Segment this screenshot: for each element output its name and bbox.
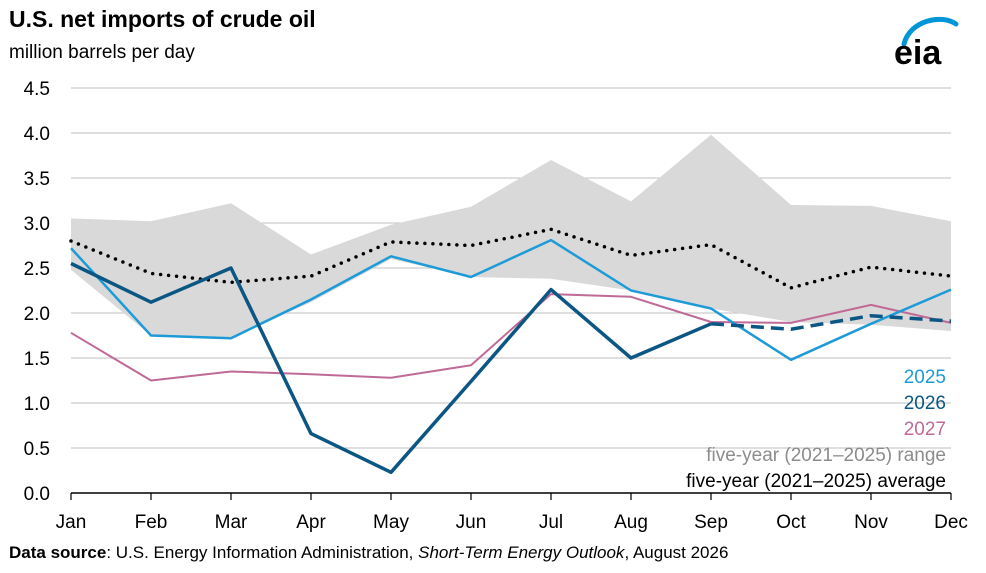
series-line-s2027: [70, 293, 952, 382]
x-tick-label: Jan: [56, 512, 87, 533]
eia-logo-icon: eia: [894, 16, 959, 70]
y-tick-label: 4.0: [24, 124, 50, 145]
x-tick-label: May: [373, 512, 409, 533]
legend-item-label: 2025: [904, 367, 946, 388]
x-tick-label: Dec: [934, 512, 968, 533]
eia-logo-swoosh: [901, 16, 959, 47]
source-label: Data source: [9, 543, 107, 562]
series-line-s2025: [70, 238, 952, 362]
source-publication: Short-Term Energy Outlook: [418, 543, 625, 562]
legend-item-label: 2027: [904, 419, 946, 440]
axes: [70, 492, 952, 500]
x-tick-label: Jun: [456, 512, 487, 533]
y-tick-label: 4.5: [24, 79, 50, 100]
y-tick-label: 1.5: [24, 349, 50, 370]
y-tick-labels: 0.0 0.5 1.0 1.5 2.0 2.5 3.0 3.5 4.0 4.5: [24, 79, 50, 505]
legend-item-label: five-year (2021–2025) average: [686, 471, 946, 492]
series-lines: [69, 227, 953, 475]
y-tick-label: 3.5: [24, 169, 50, 190]
source-date: , August 2026: [624, 543, 729, 562]
series-line-s2026: [70, 261, 712, 475]
y-tick-label: 2.5: [24, 259, 50, 280]
x-tick-label: Oct: [776, 512, 806, 533]
y-tick-label: 3.0: [24, 214, 50, 235]
x-tick-label: Aug: [614, 512, 648, 533]
x-tick-label: Nov: [854, 512, 888, 533]
legend-item-label: five-year (2021–2025) range: [706, 445, 946, 466]
x-tick-label: Mar: [215, 512, 248, 533]
x-tick-label: Feb: [135, 512, 168, 533]
x-tick-label: Sep: [694, 512, 728, 533]
eia-logo-text: eia: [894, 34, 942, 70]
chart-subtitle: million barrels per day: [9, 42, 195, 63]
legend: 2025 2026 2027 five-year (2021–2025) range f…: [686, 367, 946, 492]
x-tick-label: Apr: [296, 512, 326, 533]
x-tick-label: Jul: [539, 512, 563, 533]
x-tick-labels: Jan Feb Mar Apr May Jun Jul Aug Sep Oct Nov Dec: [56, 512, 968, 533]
y-tick-label: 0.0: [24, 484, 50, 505]
y-tick-label: 0.5: [24, 439, 50, 460]
y-tick-label: 2.0: [24, 304, 50, 325]
source-text: : U.S. Energy Information Administration…: [106, 543, 419, 562]
series-line-s2026-forecast: [710, 313, 952, 331]
y-tick-label: 1.0: [24, 394, 50, 415]
chart-title: U.S. net imports of crude oil: [9, 6, 316, 32]
data-source-note: Data source: U.S. Energy Information Adm…: [9, 543, 728, 563]
chart-area: 0.0 0.5 1.0 1.5 2.0 2.5 3.0 3.5 4.0 4.5 Jan Feb Mar…: [24, 79, 968, 533]
series-line-average: [69, 227, 953, 290]
legend-item-label: 2026: [904, 393, 946, 414]
